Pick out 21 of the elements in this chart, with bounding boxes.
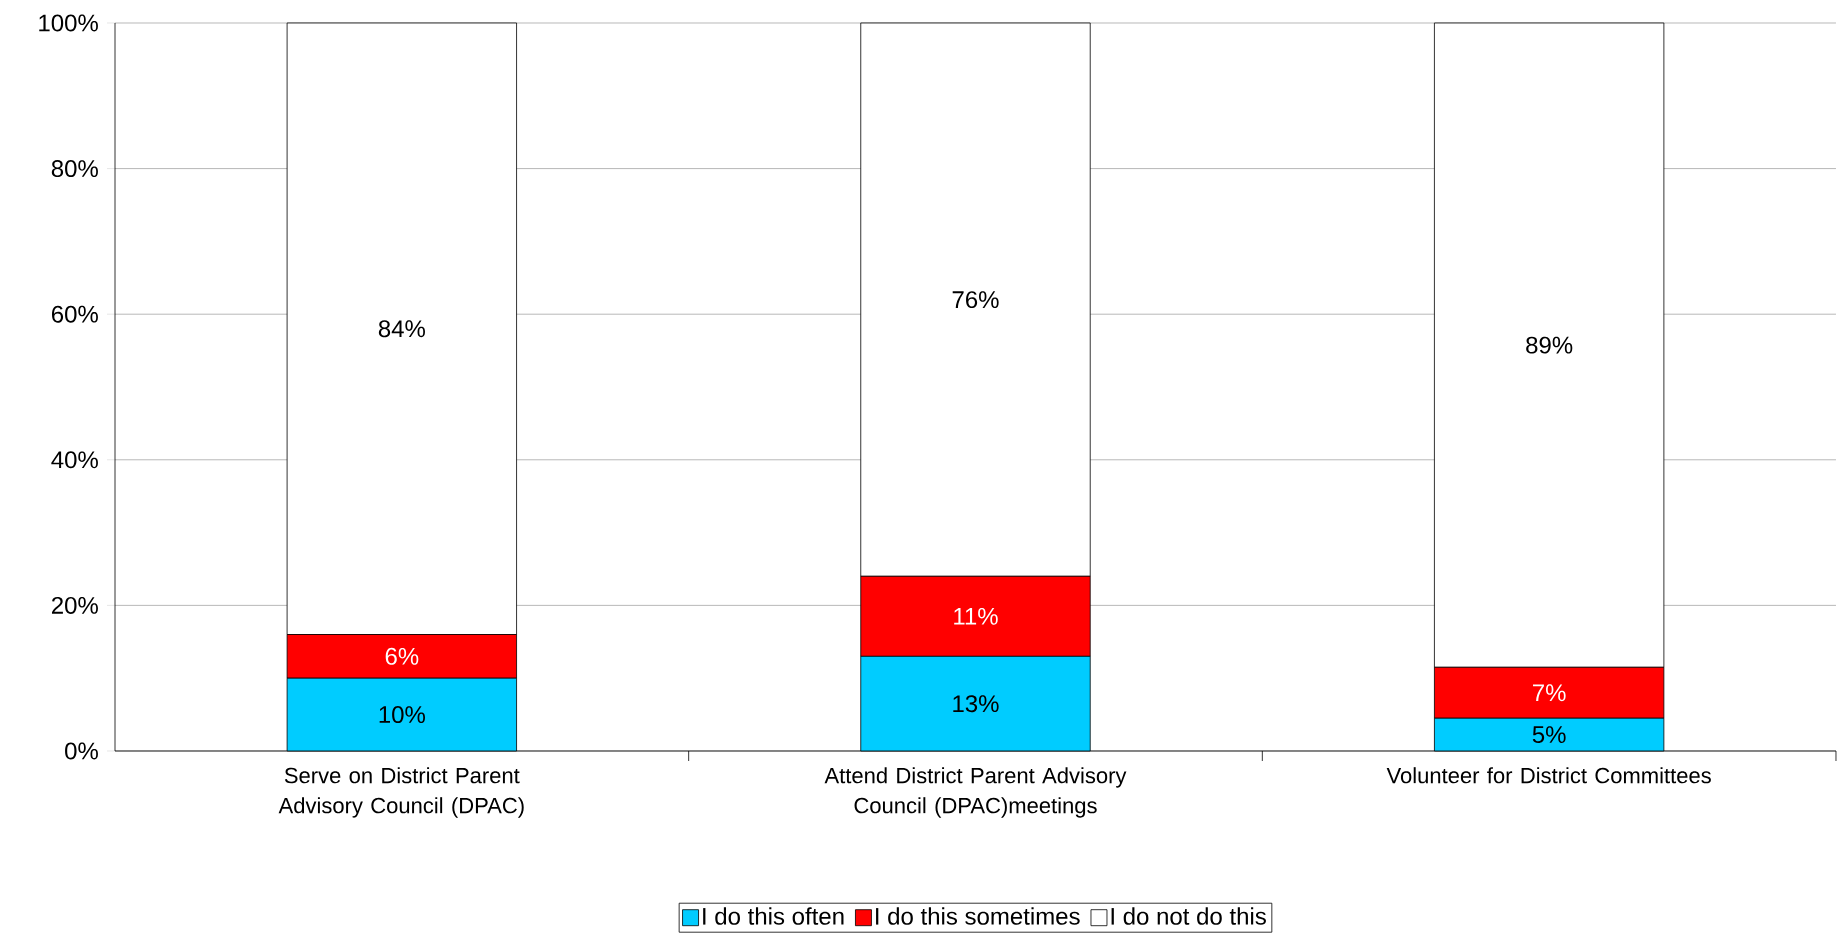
data-label: 11%: [954, 607, 998, 625]
x-tick-label: Volunteer for District Committees: [1386, 767, 1711, 784]
data-label: 13%: [953, 695, 999, 713]
y-tick-label: 60%: [52, 305, 98, 323]
data-label: 10%: [379, 706, 425, 724]
data-label: 84%: [378, 320, 425, 338]
y-tick-label: 80%: [51, 160, 98, 178]
x-tick-label: Serve on District Parent Advisory Council (DPAC): [278, 767, 524, 818]
data-label: 76%: [952, 291, 999, 309]
y-tick-label: 40%: [51, 451, 98, 469]
data-label: 6%: [385, 647, 419, 665]
y-tick-label: 20%: [51, 596, 98, 614]
legend-label: I do not do this: [1111, 907, 1266, 925]
data-label: 7%: [1533, 684, 1566, 702]
y-tick-label: 100%: [39, 14, 98, 32]
y-tick-label: 0%: [65, 742, 98, 760]
x-tick-label: Attend District Parent Advisory Council (DPAC)meetings: [824, 767, 1127, 818]
legend-label: I do this often: [703, 907, 844, 925]
data-label: 89%: [1526, 336, 1573, 354]
legend-label: I do this sometimes: [876, 907, 1080, 925]
data-label: 5%: [1532, 726, 1566, 744]
